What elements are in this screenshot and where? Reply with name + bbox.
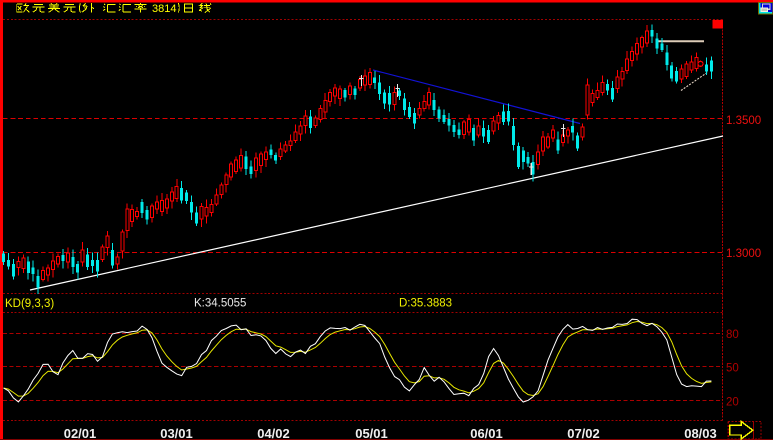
svg-text:20: 20 — [726, 397, 739, 409]
svg-text:1.3500: 1.3500 — [726, 115, 761, 127]
svg-text:08/03: 08/03 — [684, 426, 717, 440]
svg-text:06/01: 06/01 — [470, 426, 503, 440]
svg-text:05/01: 05/01 — [355, 426, 388, 440]
svg-text:KD(9,3,3): KD(9,3,3) — [5, 298, 54, 310]
svg-text:K:34.5055: K:34.5055 — [194, 298, 246, 310]
svg-text:07/02: 07/02 — [567, 426, 600, 440]
svg-text:3814: 3814 — [152, 3, 176, 15]
svg-text:50: 50 — [726, 363, 739, 375]
svg-text:D:35.3883: D:35.3883 — [399, 298, 452, 310]
svg-text:04/02: 04/02 — [257, 426, 290, 440]
svg-text:80: 80 — [726, 329, 739, 341]
svg-text:1.3000: 1.3000 — [726, 248, 761, 260]
svg-text:03/01: 03/01 — [160, 426, 193, 440]
svg-text:02/01: 02/01 — [64, 426, 97, 440]
